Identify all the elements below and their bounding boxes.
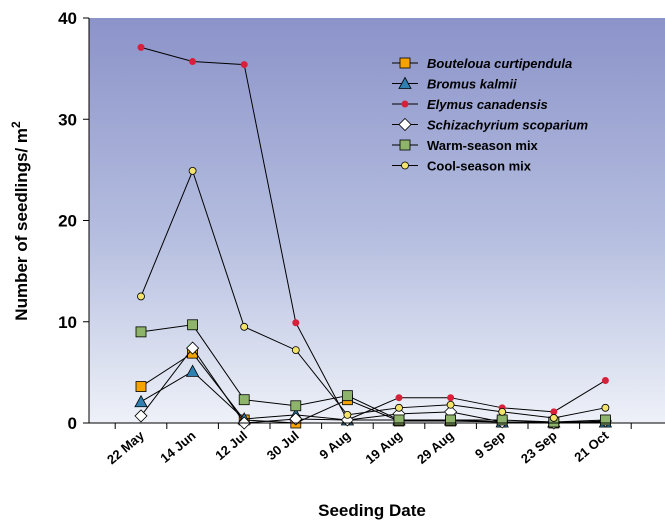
data-point	[291, 346, 300, 355]
x-tick-label: 19 Aug	[362, 428, 405, 467]
y-axis-title-superscript: 2	[9, 121, 23, 128]
data-point	[186, 341, 200, 355]
y-tick-label: 30	[58, 110, 77, 129]
legend-label: Elymus canadensis	[427, 97, 548, 112]
legend-label: Bouteloua curtipendula	[427, 56, 572, 71]
series-cool-season-mix	[137, 166, 610, 422]
legend-entry-elymus-canadensis: Elymus canadensis	[392, 97, 548, 112]
series-line	[140, 46, 606, 421]
data-point	[187, 319, 199, 331]
data-point	[137, 43, 145, 51]
legend-entry-bouteloua-curtipendula: Bouteloua curtipendula	[392, 56, 572, 71]
series-line	[140, 169, 606, 419]
y-tick-label: 20	[58, 212, 77, 231]
data-point	[240, 61, 248, 69]
x-axis-ticks: 22 May 14 Jun 12 Jul 30 Jul 9 Aug 19 Aug 29 Au…	[104, 423, 632, 467]
data-point	[134, 394, 148, 408]
data-point	[290, 400, 302, 412]
series-warm-season-mix	[135, 319, 611, 428]
data-point	[446, 400, 455, 409]
x-tick-label: 14 Jun	[157, 428, 198, 466]
legend: Bouteloua curtipendula Bromus kalmii Elymu…	[392, 56, 589, 174]
data-point	[600, 414, 611, 426]
data-point	[341, 390, 353, 402]
legend-label: Warm-season mix	[427, 138, 539, 153]
x-axis-title: Seeding Date	[318, 501, 426, 520]
x-tick-label: 9 Aug	[316, 428, 353, 462]
data-point	[189, 58, 197, 66]
legend-label: Bromus kalmii	[427, 77, 517, 92]
legend-entry-warm-season-mix: Warm-season mix	[392, 138, 539, 153]
data-point	[395, 403, 403, 412]
y-tick-label: 40	[58, 9, 77, 28]
series-line	[140, 347, 606, 424]
series-line	[140, 370, 606, 423]
data-point	[238, 394, 250, 406]
data-point	[601, 403, 610, 412]
legend-marker	[401, 100, 409, 108]
data-point	[343, 410, 352, 419]
legend-marker	[401, 161, 409, 170]
plot-area	[89, 18, 665, 423]
y-tick-label: 0	[68, 414, 77, 433]
legend-entry-cool-season-mix: Cool-season mix	[392, 159, 532, 174]
series-layer	[134, 43, 613, 430]
x-tick-label: 23 Sep	[518, 428, 560, 466]
data-point	[550, 408, 558, 416]
legend-label: Cool-season mix	[427, 159, 532, 174]
x-tick-label: 22 May	[104, 427, 147, 467]
x-tick-label: 21 Oct	[571, 427, 612, 464]
data-point	[447, 394, 455, 402]
y-tick-label: 10	[58, 313, 77, 332]
legend-marker	[399, 57, 411, 69]
legend-entry-schizachyrium-scoparium: Schizachyrium scoparium	[392, 118, 589, 133]
legend-entry-bromus-kalmii: Bromus kalmii	[392, 77, 517, 92]
y-axis-ticks: 0 10 20 30 40	[58, 9, 89, 433]
data-point	[188, 166, 197, 175]
legend-label: Schizachyrium scoparium	[427, 118, 589, 133]
data-point	[393, 414, 405, 426]
data-point	[289, 412, 303, 426]
data-point	[185, 364, 200, 377]
legend-marker	[398, 76, 412, 89]
data-point	[134, 409, 148, 423]
x-tick-label: 9 Sep	[472, 428, 508, 462]
series-line	[140, 324, 606, 423]
data-point	[549, 414, 558, 422]
data-point	[292, 319, 300, 327]
y-axis-title-main: Number of seedlings/ m	[12, 128, 31, 321]
x-tick-label: 30 Jul	[264, 428, 302, 463]
data-point	[498, 407, 507, 416]
data-point	[135, 326, 147, 338]
data-point	[395, 394, 403, 402]
x-tick-label: 12 Jul	[212, 428, 250, 463]
data-point	[601, 376, 609, 384]
data-point	[135, 381, 147, 392]
y-axis-title: Number of seedlings/ m2	[9, 121, 31, 321]
data-point	[240, 322, 249, 331]
data-point	[137, 292, 145, 301]
legend-marker	[398, 117, 412, 132]
data-point	[445, 414, 457, 426]
x-tick-label: 29 Aug	[414, 428, 457, 467]
legend-marker	[399, 139, 411, 151]
